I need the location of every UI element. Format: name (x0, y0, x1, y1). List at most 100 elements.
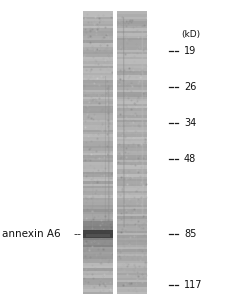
Bar (82, 96, 112, 99)
Bar (82, 206, 112, 209)
Bar (117, 286, 147, 289)
Text: 26: 26 (183, 82, 196, 92)
Bar (117, 129, 147, 132)
Bar (82, 89, 112, 92)
Bar (82, 216, 112, 219)
Bar (82, 58, 112, 61)
Bar (117, 37, 147, 40)
Bar (82, 265, 112, 268)
Text: 34: 34 (183, 118, 195, 128)
Bar (117, 289, 147, 292)
Bar (82, 49, 112, 52)
Bar (117, 209, 147, 212)
Bar (82, 214, 112, 216)
Bar (117, 197, 147, 200)
Bar (82, 68, 112, 71)
Bar (117, 68, 147, 71)
Bar (82, 279, 112, 282)
Bar (82, 204, 112, 207)
Bar (82, 141, 112, 144)
Bar (117, 46, 147, 50)
Bar (117, 127, 147, 130)
Bar (117, 26, 147, 29)
Bar (82, 129, 112, 132)
Bar (117, 216, 147, 219)
Bar (112, 12, 117, 294)
Bar (117, 61, 147, 64)
Bar (82, 54, 112, 57)
Bar (117, 192, 147, 195)
Bar (82, 28, 112, 31)
Bar (117, 244, 147, 247)
Bar (82, 12, 112, 294)
Bar (82, 14, 112, 17)
Bar (82, 127, 112, 130)
Bar (82, 87, 112, 89)
Bar (117, 51, 147, 54)
Bar (117, 94, 147, 97)
Bar (117, 117, 147, 120)
Bar (117, 263, 147, 266)
Bar (82, 284, 112, 287)
Bar (117, 108, 147, 111)
Bar (82, 230, 112, 238)
Bar (82, 228, 112, 230)
Bar (82, 197, 112, 200)
Text: 48: 48 (183, 154, 195, 164)
Bar (82, 218, 112, 221)
Bar (117, 291, 147, 294)
Bar (82, 167, 112, 170)
Bar (82, 260, 112, 263)
Bar (117, 173, 147, 176)
Bar (117, 185, 147, 188)
Bar (82, 235, 112, 238)
Bar (82, 162, 112, 165)
Bar (82, 16, 112, 19)
Bar (82, 119, 112, 122)
Bar (82, 44, 112, 47)
Text: 19: 19 (183, 46, 195, 56)
Bar (82, 202, 112, 205)
Bar (82, 136, 112, 139)
Bar (117, 77, 147, 80)
Bar (82, 274, 112, 278)
Bar (82, 258, 112, 261)
Bar (117, 148, 147, 151)
Bar (117, 282, 147, 285)
Bar (117, 256, 147, 259)
Bar (117, 84, 147, 87)
Bar (82, 145, 112, 148)
Bar (82, 134, 112, 136)
Bar (82, 289, 112, 292)
Bar (117, 112, 147, 116)
Bar (82, 232, 112, 235)
Bar (117, 223, 147, 226)
Bar (82, 181, 112, 184)
Bar (117, 14, 147, 17)
Bar (117, 176, 147, 179)
Bar (117, 122, 147, 125)
Bar (117, 181, 147, 184)
Bar (82, 65, 112, 68)
Bar (117, 237, 147, 240)
Bar (82, 138, 112, 141)
Bar (117, 200, 147, 202)
Bar (82, 169, 112, 172)
Bar (82, 143, 112, 146)
Bar (117, 260, 147, 263)
Bar (117, 274, 147, 278)
Bar (117, 277, 147, 280)
Bar (117, 58, 147, 61)
Bar (82, 80, 112, 82)
Bar (82, 115, 112, 118)
Bar (117, 204, 147, 207)
Bar (117, 91, 147, 94)
Bar (82, 225, 112, 228)
Bar (82, 61, 112, 64)
Bar (117, 270, 147, 273)
Bar (82, 46, 112, 50)
Bar (82, 11, 112, 14)
Bar (82, 256, 112, 259)
Bar (117, 141, 147, 144)
Bar (82, 242, 112, 245)
